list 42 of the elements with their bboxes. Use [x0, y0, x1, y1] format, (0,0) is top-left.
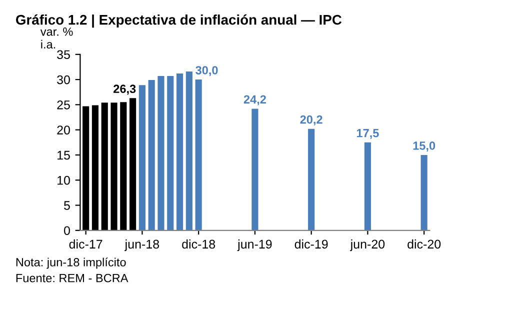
bar	[120, 102, 127, 230]
y-tick-label: 25	[57, 100, 70, 110]
y-tick-label: 30	[57, 75, 70, 84]
x-tick-label: jun-18	[124, 239, 160, 252]
data-label: 15,0	[413, 142, 436, 152]
y-tick-label: 20	[57, 126, 70, 134]
bar	[420, 154, 428, 230]
bar	[308, 128, 315, 230]
bar	[186, 71, 192, 230]
data-label: 24,2	[244, 95, 266, 106]
data-label: 30,0	[196, 66, 218, 76]
x-tick-label: dic-20	[408, 239, 441, 249]
bar	[364, 142, 371, 230]
y-axis-title: var. % i.a.	[40, 28, 73, 49]
y-tick-label: 0	[64, 226, 70, 236]
bar	[130, 98, 136, 230]
bar	[92, 105, 99, 230]
bar	[252, 108, 258, 230]
y-tick-label: 35	[57, 50, 70, 60]
bar	[138, 85, 146, 230]
x-tick-label: dic-19	[294, 239, 328, 249]
x-tick-label: dic-18	[182, 239, 216, 249]
y-tick-label: 15	[58, 150, 70, 160]
text: Nota: jun-18 implícito	[16, 258, 126, 269]
y-tick-label: 10	[58, 176, 70, 185]
bar	[110, 102, 118, 230]
x-tick-label: jun-19	[237, 239, 272, 252]
source-note: Fuente: REM - BCRA	[16, 274, 128, 282]
bar	[195, 80, 202, 230]
y-tick-label: 5	[64, 201, 70, 210]
bar	[176, 74, 184, 230]
chart-title: Gráfico 1.2 | Expectativa de inflación anual — IPC	[16, 14, 342, 28]
bar	[82, 106, 90, 230]
bar	[167, 76, 174, 230]
bar	[101, 102, 108, 230]
bar	[158, 76, 164, 230]
data-label: 26,3	[114, 84, 136, 95]
x-tick-label: jun-20	[350, 239, 385, 252]
x-tick-label: dic-17	[69, 239, 102, 249]
data-label: 17,5	[356, 129, 379, 139]
data-label: 20,2	[300, 115, 322, 126]
bar	[148, 80, 155, 230]
